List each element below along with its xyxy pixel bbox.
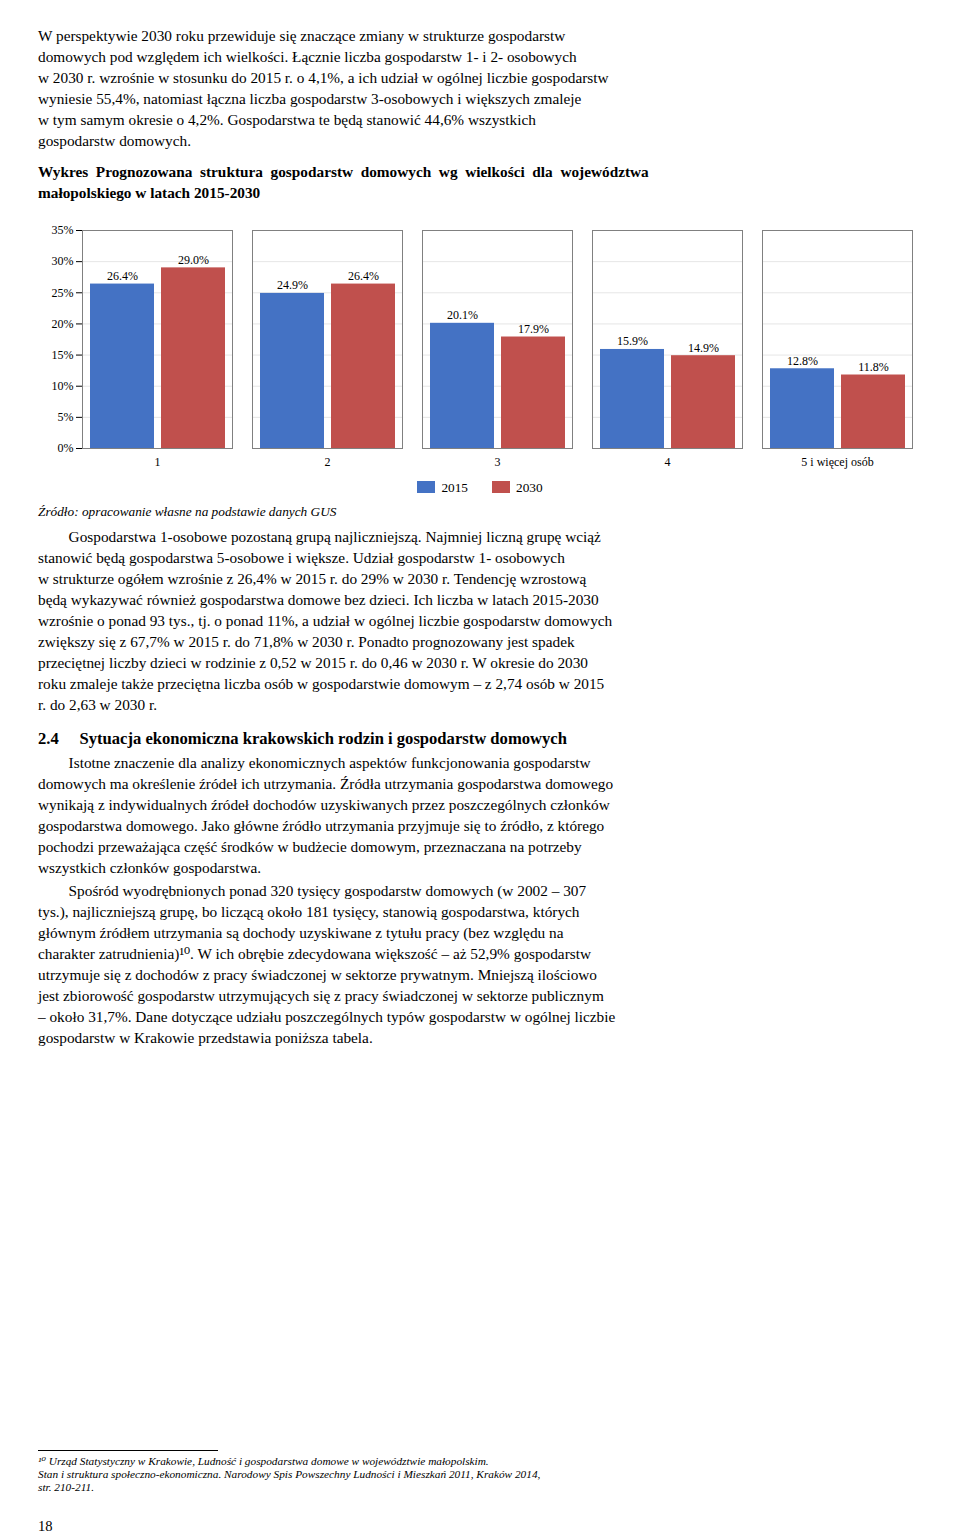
svg-text:29.0%: 29.0%: [178, 253, 209, 267]
svg-text:0%: 0%: [58, 441, 74, 455]
svg-text:5%: 5%: [58, 410, 74, 424]
html-text:Źródło: opracowanie własne na: Źródło: opracowanie własne na podstawie …: [38, 504, 337, 519]
html-text:będą wykazywać również gospoda: będą wykazywać również gospodarstwa domo…: [38, 591, 599, 608]
svg-text:4: 4: [665, 455, 671, 469]
html-text:tys.), najliczniejszą grupę, b: tys.), najliczniejszą grupę, bo liczącą …: [38, 903, 580, 920]
svg-text:1: 1: [155, 455, 161, 469]
html-text:jest zbiorowość gospodarstw ut: jest zbiorowość gospodarstw utrzymującyc…: [38, 987, 604, 1004]
svg-text:12.8%: 12.8%: [787, 354, 818, 368]
svg-text:17.9%: 17.9%: [518, 322, 549, 336]
html-text:gospodarstw w Krakowie przedst: gospodarstw w Krakowie przedstawia poniż…: [38, 1029, 373, 1046]
html-text:Istotne znaczenie dla analizy: Istotne znaczenie dla analizy ekonomiczn…: [38, 754, 591, 771]
html-text:2.4 Sytuacja ekonomiczna krako: 2.4 Sytuacja ekonomiczna krakowskich rod…: [38, 729, 567, 748]
html-text:w 2030 r. wzrośnie w stosunku: w 2030 r. wzrośnie w stosunku do 2015 r.…: [38, 69, 609, 86]
html-text:Wykres Prognozowana struktura: Wykres Prognozowana struktura gospodarst…: [38, 163, 649, 180]
svg-text:24.9%: 24.9%: [277, 278, 308, 292]
svg-text:10%: 10%: [52, 379, 74, 393]
html-text:domowych ma określenie źródeł: domowych ma określenie źródeł ich utrzym…: [38, 775, 614, 792]
html-text:w strukturze ogółem wzrośnie z: w strukturze ogółem wzrośnie z 26,4% w 2…: [38, 570, 587, 587]
html-text:wszystkich członków gospodarst: wszystkich członków gospodarstwa.: [38, 859, 261, 876]
html-text:wyniesie 55,4%, natomiast łącz: wyniesie 55,4%, natomiast łączna liczba …: [38, 90, 582, 107]
html-text:domowych pod względem ich wiel: domowych pod względem ich wielkości. Łąc…: [38, 48, 577, 65]
svg-text:30%: 30%: [52, 254, 74, 268]
html-text:– około 31,7%. Dane dotyczące: – około 31,7%. Dane dotyczące udziału po…: [38, 1008, 616, 1025]
html-text:małopolskiego w latach 2015-20: małopolskiego w latach 2015-2030: [38, 184, 261, 201]
svg-text:2: 2: [325, 455, 331, 469]
html-text:Stan i struktura społeczno-eko: Stan i struktura społeczno-ekonomiczna. …: [38, 1468, 541, 1480]
html-text:2030: 2030: [516, 480, 543, 495]
svg-text:11.8%: 11.8%: [858, 360, 889, 374]
html-text:18: 18: [38, 1518, 53, 1534]
svg-text:15%: 15%: [52, 348, 74, 362]
html-text:stanowić będą gospodarstwa 5-o: stanowić będą gospodarstwa 5-osobowe i w…: [38, 549, 565, 566]
svg-text:5 i więcej osób: 5 i więcej osób: [801, 455, 873, 469]
html-text:W perspektywie 2030 roku przew: W perspektywie 2030 roku przewiduje się …: [38, 27, 566, 44]
html-text:str. 210-211.: str. 210-211.: [38, 1481, 94, 1493]
html-text:roku zmaleje także przeciętna: roku zmaleje także przeciętna liczba osó…: [38, 675, 605, 692]
html-text:charakter zatrudnienia)¹⁰. W i: charakter zatrudnienia)¹⁰. W ich obrębie…: [38, 945, 591, 962]
svg-text:25%: 25%: [52, 286, 74, 300]
svg-text:26.4%: 26.4%: [107, 269, 138, 283]
html-text:r. do 2,63 w 2030 r.: r. do 2,63 w 2030 r.: [38, 696, 157, 713]
svg-text:14.9%: 14.9%: [688, 341, 719, 355]
svg-text:35%: 35%: [52, 223, 74, 237]
html-text:wynikają z indywidualnych źród: wynikają z indywidualnych źródeł dochodó…: [38, 796, 610, 813]
html-text:w tym samym okresie o 4,2%. Go: w tym samym okresie o 4,2%. Gospodarstwa…: [38, 111, 536, 128]
html-text:utrzymuje się z dochodów z pra: utrzymuje się z dochodów z pracy świadcz…: [38, 966, 597, 983]
svg-text:15.9%: 15.9%: [617, 334, 648, 348]
svg-text:20.1%: 20.1%: [447, 308, 478, 322]
svg-text:3: 3: [495, 455, 501, 469]
html-text:Gospodarstwa 1-osobowe pozosta: Gospodarstwa 1-osobowe pozostaną grupą n…: [38, 528, 601, 545]
html-text:wzrośnie o ponad 93 tys., tj.: wzrośnie o ponad 93 tys., tj. o ponad 11…: [38, 612, 613, 629]
html-text:zwiększy się z 67,7% w 2015 r.: zwiększy się z 67,7% w 2015 r. do 71,8% …: [38, 633, 575, 650]
html-text:2015: 2015: [441, 480, 468, 495]
html-text:przeciętnej liczby dzieci w ro: przeciętnej liczby dzieci w rodzinie z 0…: [38, 654, 588, 671]
html-text:Spośród wyodrębnionych ponad 3: Spośród wyodrębnionych ponad 320 tysięcy…: [38, 882, 587, 899]
svg-text:26.4%: 26.4%: [348, 269, 379, 283]
html-text:¹⁰ Urząd Statystyczny w Krakow: ¹⁰ Urząd Statystyczny w Krakowie, Ludnoś…: [38, 1455, 489, 1467]
svg-text:20%: 20%: [52, 317, 74, 331]
html-text:gospodarstwa domowego. Jako gł: gospodarstwa domowego. Jako główne źródł…: [38, 817, 605, 834]
html-text:gospodarstw domowych.: gospodarstw domowych.: [38, 132, 191, 149]
html-text:głównym źródłem utrzymania są: głównym źródłem utrzymania są dochody uz…: [38, 924, 564, 941]
html-text:pochodzi przeważająca część śr: pochodzi przeważająca część środków w bu…: [38, 838, 582, 855]
